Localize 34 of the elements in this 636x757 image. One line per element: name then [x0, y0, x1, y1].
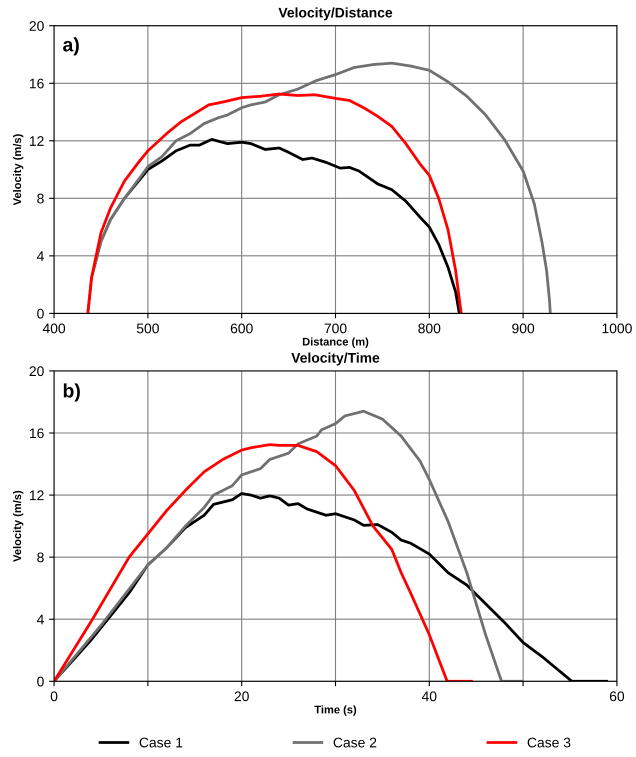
x-tick-label: 400: [42, 323, 66, 334]
y-tick-label: 8: [37, 552, 44, 562]
y-tick-label: 12: [30, 490, 44, 500]
x-tick-label: 60: [610, 691, 624, 702]
y-tick-label: 20: [30, 21, 44, 31]
annotation: b): [64, 383, 80, 402]
chart-title: Velocity/Time: [291, 352, 380, 366]
y-tick-label: 8: [37, 194, 44, 204]
x-axis-title: Distance (m): [302, 337, 368, 348]
legend-label: Case 3: [528, 738, 570, 748]
y-axis-title: Velocity (m/s): [12, 134, 24, 206]
x-tick-label: 40: [422, 691, 436, 702]
legend-label: Case 1: [140, 738, 182, 748]
y-tick-label: 4: [36, 614, 44, 624]
x-tick-label: 900: [512, 323, 534, 334]
y-axis-title: Velocity (m/s): [12, 490, 24, 562]
x-tick-label: 600: [230, 323, 253, 334]
y-tick-label: 0: [37, 308, 44, 319]
x-axis-title: Time (s): [314, 705, 356, 716]
y-tick-label: 12: [30, 136, 44, 146]
y-tick-label: 4: [36, 251, 44, 261]
x-tick-label: 1000: [602, 323, 632, 334]
y-tick-label: 20: [30, 366, 44, 376]
annotation: a): [63, 37, 79, 56]
x-tick-label: 500: [136, 323, 159, 334]
chart-title: Velocity/Distance: [278, 7, 392, 20]
x-tick-label: 0: [50, 691, 58, 702]
y-tick-label: 0: [37, 676, 44, 686]
y-tick-label: 16: [30, 78, 44, 88]
x-tick-label: 20: [234, 691, 249, 702]
y-tick-label: 16: [30, 428, 44, 438]
legend-label: Case 2: [334, 738, 376, 748]
x-tick-label: 700: [324, 323, 347, 334]
x-tick-label: 800: [418, 323, 440, 334]
